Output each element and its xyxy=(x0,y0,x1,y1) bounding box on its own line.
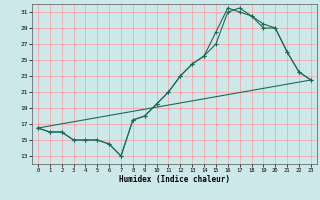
X-axis label: Humidex (Indice chaleur): Humidex (Indice chaleur) xyxy=(119,175,230,184)
